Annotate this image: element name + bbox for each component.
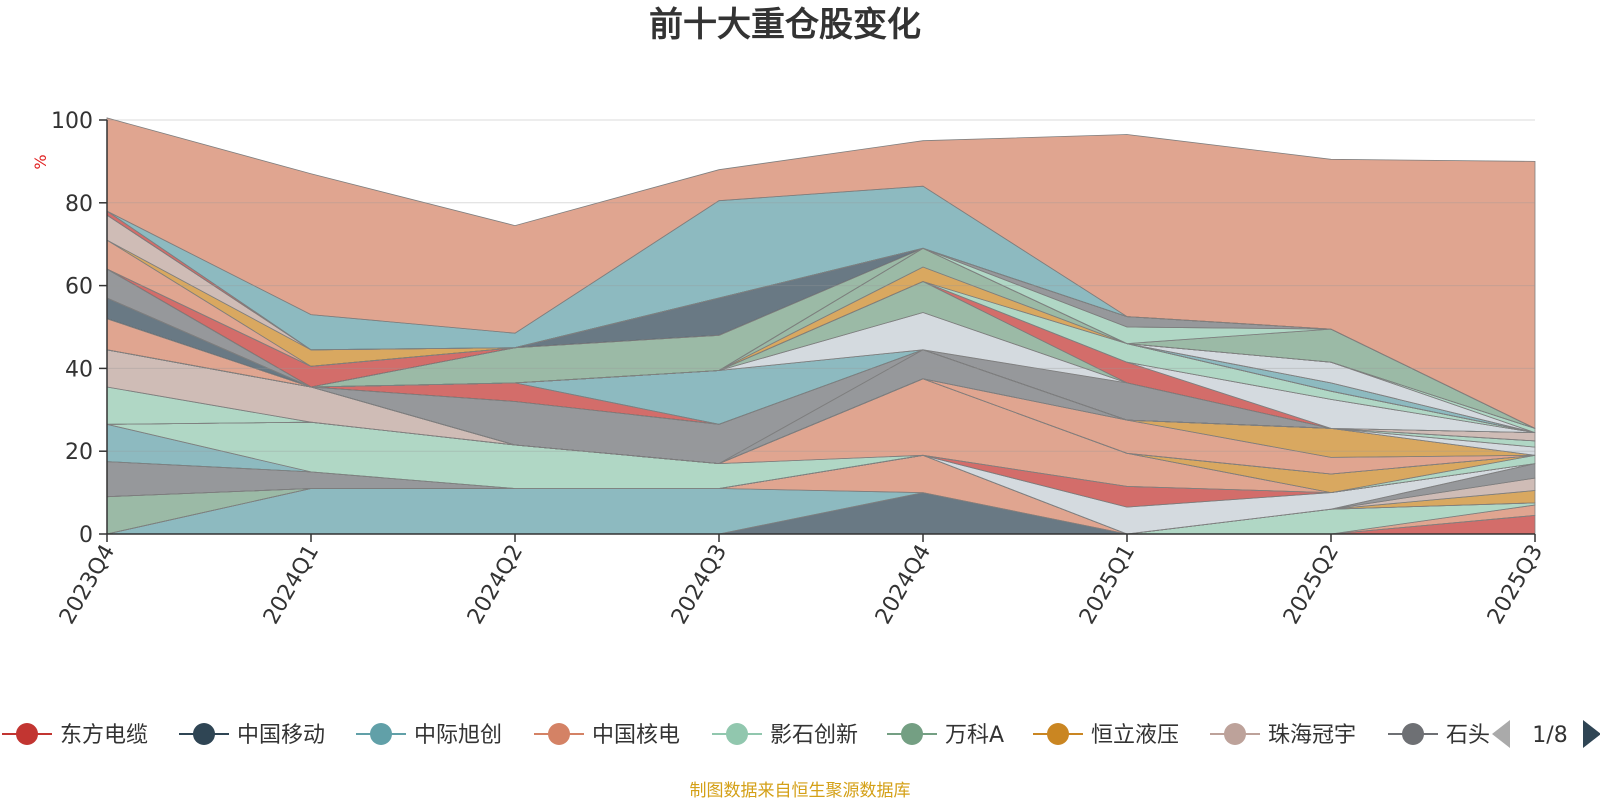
legend-item-6[interactable]: 恒立液压 xyxy=(1033,723,1179,748)
x-tick-label-2: 2024Q2 xyxy=(463,541,528,629)
legend-item-1[interactable]: 中国移动 xyxy=(179,723,325,748)
legend-marker-2 xyxy=(370,723,392,745)
legend-marker-5 xyxy=(901,723,923,745)
legend-marker-6 xyxy=(1047,723,1069,745)
x-tick-label-0: 2023Q4 xyxy=(55,541,120,629)
legend-label-8: 石头 xyxy=(1446,723,1490,748)
legend-marker-7 xyxy=(1224,723,1246,745)
legend-marker-3 xyxy=(548,723,570,745)
area-series-56 xyxy=(106,117,1536,430)
y-tick-label-4: 80 xyxy=(65,192,93,217)
grid-lines xyxy=(107,119,1535,452)
legend-item-8[interactable]: 石头 xyxy=(1388,723,1490,748)
y-tick-label-5: 100 xyxy=(51,109,93,134)
legend-item-3[interactable]: 中国核电 xyxy=(534,723,680,748)
legend-label-0: 东方电缆 xyxy=(60,723,148,748)
y-tick-label-1: 20 xyxy=(65,440,93,465)
x-tick-label-6: 2025Q2 xyxy=(1279,541,1344,629)
legend-marker-8 xyxy=(1402,723,1424,745)
legend-label-2: 中际旭创 xyxy=(414,723,502,748)
y-tick-label-3: 60 xyxy=(65,275,93,300)
legend-label-7: 珠海冠宇 xyxy=(1268,723,1356,748)
legend-label-6: 恒立液压 xyxy=(1091,723,1179,748)
legend-label-1: 中国移动 xyxy=(237,723,325,748)
pager-label: 1/8 xyxy=(1532,723,1567,748)
x-tick-label-5: 2025Q1 xyxy=(1075,541,1140,629)
pager-next-icon[interactable] xyxy=(1583,720,1600,748)
legend-label-5: 万科A xyxy=(945,723,1004,748)
legend-label-4: 影石创新 xyxy=(770,723,858,748)
y-tick-label-0: 0 xyxy=(79,523,93,548)
x-tick-label-4: 2024Q4 xyxy=(871,541,936,629)
legend-item-5[interactable]: 万科A xyxy=(887,723,1004,748)
legend-marker-1 xyxy=(193,723,215,745)
data-source-note: 制图数据来自恒生聚源数据库 xyxy=(690,781,911,800)
area-series-group xyxy=(106,117,1536,535)
legend-item-4[interactable]: 影石创新 xyxy=(712,723,858,748)
legend-label-3: 中国核电 xyxy=(592,723,680,748)
legend-marker-4 xyxy=(726,723,748,745)
legend-pager: 1/8 xyxy=(1492,720,1600,748)
x-tick-label-1: 2024Q1 xyxy=(259,541,324,629)
legend-item-0[interactable]: 东方电缆 xyxy=(2,723,148,748)
y-tick-label-2: 40 xyxy=(65,357,93,382)
legend-item-7[interactable]: 珠海冠宇 xyxy=(1210,723,1356,748)
chart-title: 前十大重仓股变化 xyxy=(649,5,921,45)
x-tick-label-3: 2024Q3 xyxy=(667,541,732,629)
pager-prev-icon[interactable] xyxy=(1492,720,1510,748)
legend-item-2[interactable]: 中际旭创 xyxy=(356,723,502,748)
y-axis-unit: % xyxy=(31,154,50,169)
legend: 东方电缆 中国移动 中际旭创 中国核电 影石创新 万科A 恒立液压 珠海冠宇 石头 xyxy=(2,723,1490,748)
x-tick-label-7: 2025Q3 xyxy=(1483,541,1548,629)
legend-marker-0 xyxy=(16,723,38,745)
